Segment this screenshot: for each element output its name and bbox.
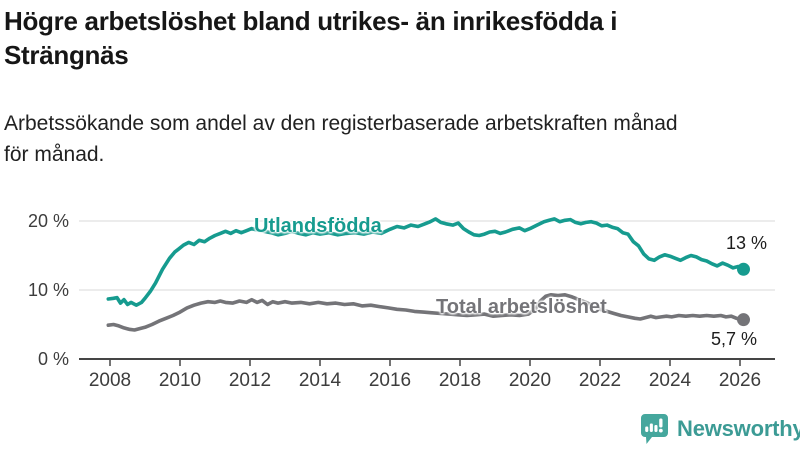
series-label-total-arbetsloshet: Total arbetslöshet (436, 296, 607, 318)
x-tick-label: 2010 (159, 370, 201, 391)
x-tick-label: 2016 (369, 370, 411, 391)
newsworthy-wordmark: Newsworthy (677, 416, 800, 441)
end-value-utlandsfodda: 13 % (726, 233, 768, 253)
x-tick-label: 2012 (229, 370, 271, 391)
y-tick-label: 10 % (28, 280, 69, 300)
series-end-dot (737, 262, 750, 276)
x-tick-label: 2018 (439, 370, 481, 391)
series-end-dot (737, 313, 750, 327)
y-tick-label: 20 % (28, 211, 69, 231)
y-tick-label: 0 % (38, 349, 69, 369)
series-line (106, 217, 746, 308)
series-label-utlandsfodda: Utlandsfödda (254, 215, 382, 237)
x-tick-label: 2024 (649, 370, 692, 391)
chart-subtitle: Arbetssökande som andel av den registerb… (4, 112, 678, 166)
x-tick-label: 2008 (89, 370, 131, 391)
x-tick-label: 2014 (299, 370, 342, 391)
x-tick-label: 2022 (579, 370, 621, 391)
page-title: Högre arbetslöshet bland utrikes- än inr… (4, 6, 618, 70)
series-line (106, 292, 746, 332)
x-tick-label: 2020 (509, 370, 551, 391)
end-value-total: 5,7 % (711, 329, 758, 349)
x-tick-label: 2026 (719, 370, 761, 391)
newsworthy-logo[interactable]: Newsworthy (640, 413, 800, 445)
newsworthy-chart-bubble-icon (640, 413, 669, 445)
